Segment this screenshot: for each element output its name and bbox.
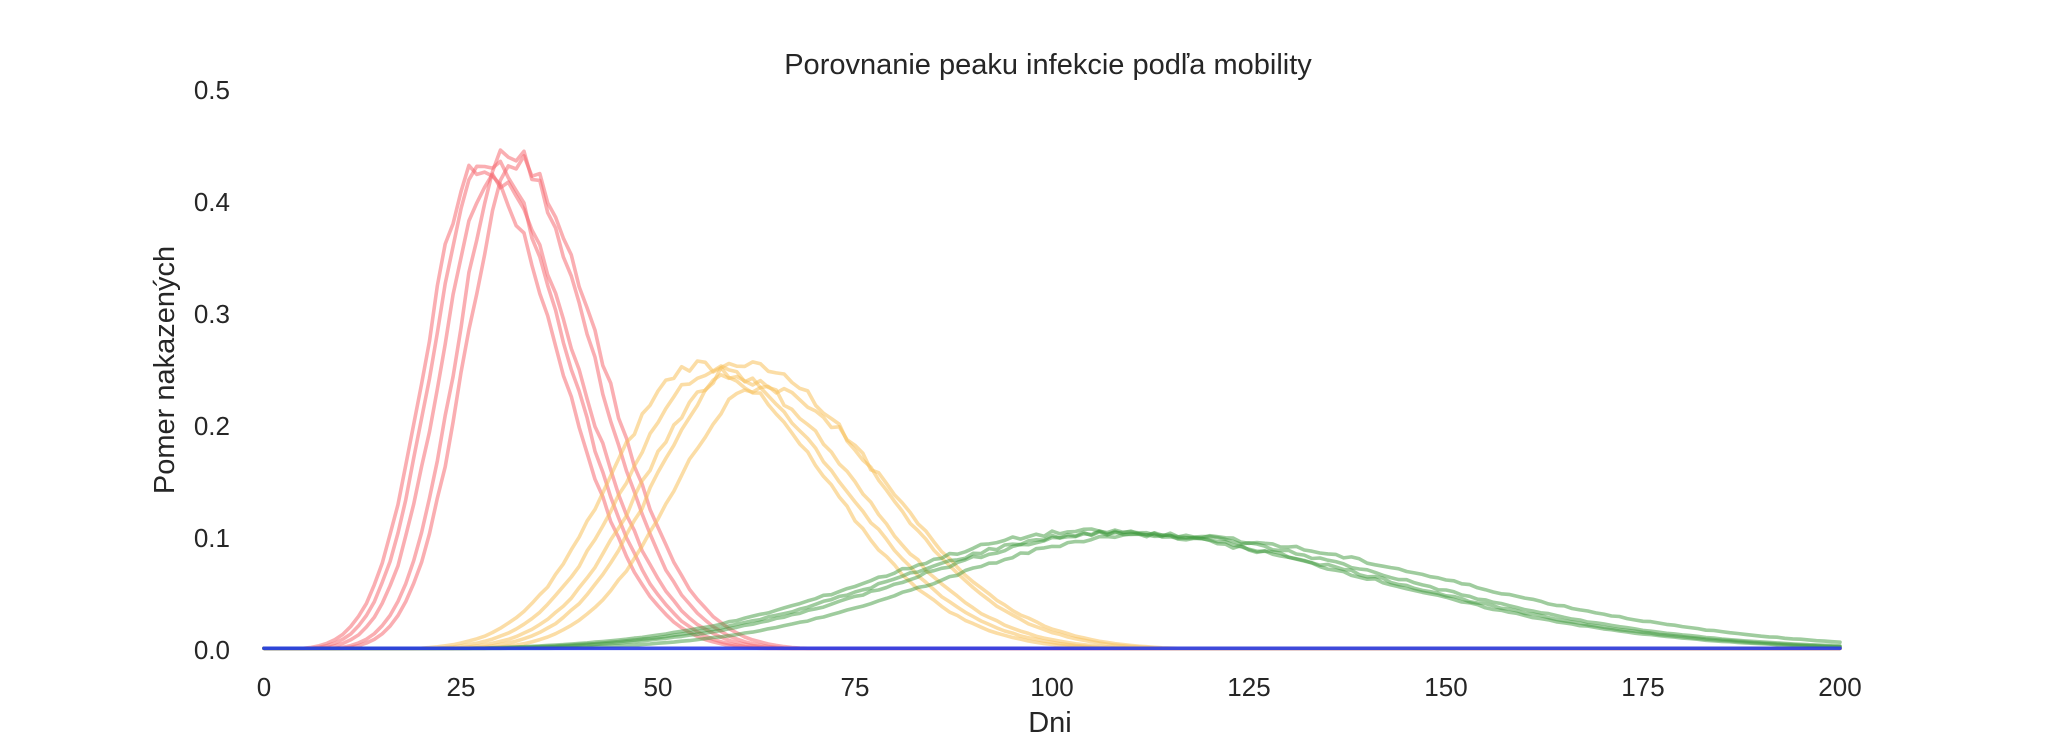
curves-layer xyxy=(262,148,1842,651)
series-line-0-0 xyxy=(262,163,1842,651)
x-tick-label: 25 xyxy=(447,672,476,702)
x-tick-label: 100 xyxy=(1030,672,1073,702)
x-tick-label: 125 xyxy=(1227,672,1270,702)
y-axis: 0.0 0.1 0.2 0.3 0.4 0.5 xyxy=(194,75,230,665)
series-line-0-3 xyxy=(262,148,1842,651)
chart-title: Porovnanie peaku infekcie podľa mobility xyxy=(784,49,1312,81)
series-line-1-0 xyxy=(262,359,1842,651)
series-line-0-4 xyxy=(262,154,1842,651)
series-line-0-2 xyxy=(262,172,1842,651)
y-tick-label: 0.0 xyxy=(194,635,230,665)
x-tick-label: 175 xyxy=(1621,672,1664,702)
series-line-1-2 xyxy=(262,373,1842,651)
y-tick-label: 0.2 xyxy=(194,411,230,441)
y-tick-label: 0.1 xyxy=(194,523,230,553)
x-tick-label: 150 xyxy=(1424,672,1467,702)
x-tick-label: 200 xyxy=(1818,672,1861,702)
series-line-1-1 xyxy=(262,364,1842,651)
series-line-1-4 xyxy=(262,384,1842,651)
x-tick-label: 0 xyxy=(257,672,271,702)
x-tick-label: 75 xyxy=(841,672,870,702)
x-axis: 0 25 50 75 100 125 150 175 200 xyxy=(257,672,1862,702)
y-axis-label: Pomer nakazených xyxy=(149,246,181,494)
y-tick-label: 0.3 xyxy=(194,299,230,329)
x-tick-label: 50 xyxy=(644,672,673,702)
series-line-1-3 xyxy=(262,360,1842,651)
x-axis-label: Dni xyxy=(1028,707,1072,739)
y-tick-label: 0.4 xyxy=(194,187,230,217)
series-line-0-1 xyxy=(262,159,1842,651)
y-tick-label: 0.5 xyxy=(194,75,230,105)
